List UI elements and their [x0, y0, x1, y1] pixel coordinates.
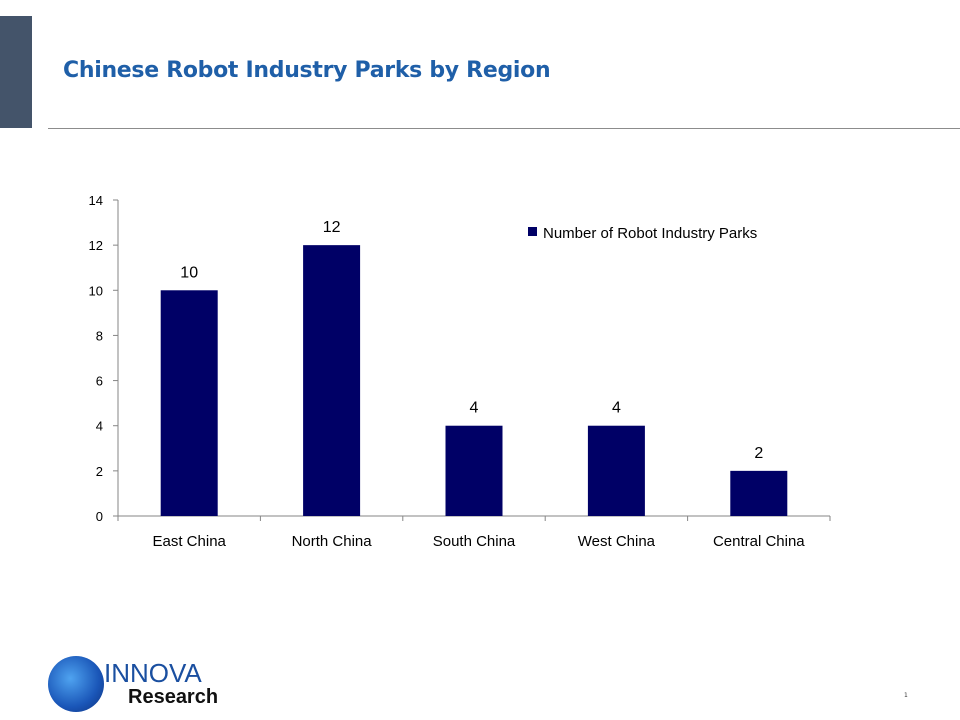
logo-text-innova: INNOVA: [104, 658, 202, 688]
y-tick-label: 14: [89, 193, 103, 208]
data-label: 12: [323, 219, 341, 236]
x-tick-label: West China: [578, 533, 656, 550]
slide-title: Chinese Robot Industry Parks by Region: [63, 58, 551, 83]
y-tick-label: 8: [96, 328, 103, 343]
x-tick-label: Central China: [713, 533, 805, 550]
y-tick-label: 12: [89, 238, 103, 253]
logo-text-research: Research: [128, 686, 219, 708]
x-tick-label: South China: [433, 533, 516, 550]
bar-south-china: [445, 425, 503, 516]
y-tick-label: 4: [96, 419, 103, 434]
header-accent-block: [0, 16, 32, 128]
x-tick-label: East China: [153, 533, 227, 550]
data-label: 2: [754, 445, 763, 462]
bar-east-china: [160, 290, 218, 516]
y-tick-label: 6: [96, 374, 103, 389]
page-number: 1: [904, 692, 908, 699]
innova-research-logo: INNOVA Research: [48, 654, 238, 714]
bar-west-china: [587, 425, 645, 516]
title-divider: [48, 128, 960, 129]
bar-central-china: [730, 470, 788, 516]
legend-label: Number of Robot Industry Parks: [543, 225, 757, 242]
y-tick-label: 10: [89, 283, 103, 298]
data-label: 4: [470, 400, 479, 417]
data-label: 10: [180, 264, 198, 281]
x-tick-label: North China: [292, 533, 373, 550]
bar-north-china: [303, 245, 361, 516]
y-tick-label: 0: [96, 509, 103, 524]
legend-swatch: [528, 227, 537, 236]
data-label: 4: [612, 400, 621, 417]
globe-icon: [48, 656, 104, 712]
y-tick-label: 2: [96, 464, 103, 479]
